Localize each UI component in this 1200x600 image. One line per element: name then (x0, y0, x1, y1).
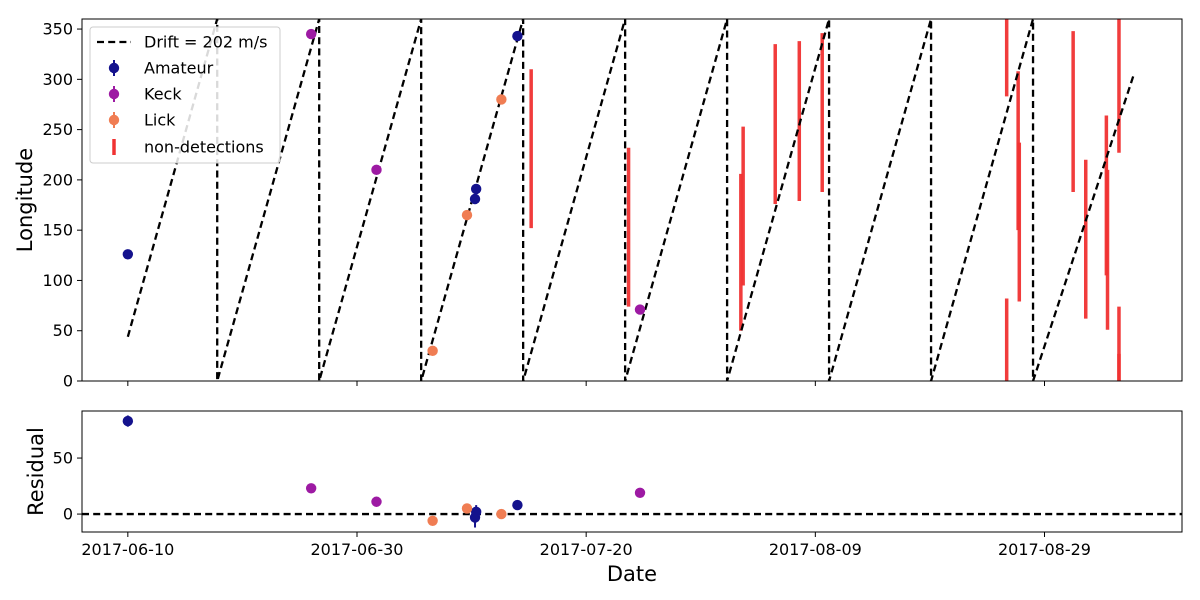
legend-keck-marker (108, 88, 120, 100)
bottom-lick-point (461, 503, 473, 514)
legend-lick-marker (108, 114, 120, 126)
legend-label: Lick (144, 111, 176, 130)
legend-label: non-detections (144, 138, 264, 157)
top-ytick-label: 300 (42, 70, 73, 89)
top-ytick-label: 0 (63, 372, 73, 391)
drift-line (126, 19, 1135, 381)
legend-amateur-marker (108, 62, 120, 74)
bottom-panel: 0 50 2017-06-10 2017-06-30 2017-07-20 2017-08… (24, 410, 1183, 586)
top-ytick-label: 350 (42, 20, 73, 39)
top-plot-area (122, 19, 1135, 381)
top-lick-point (496, 94, 507, 105)
bottom-ytick-label: 50 (53, 449, 73, 468)
x-axis-label: Date (607, 562, 657, 586)
legend-label: Drift = 202 m/s (144, 33, 267, 52)
bottom-plot-area (82, 415, 1182, 528)
bottom-xtick-label: 2017-06-10 (81, 540, 174, 559)
bottom-lick-point (496, 508, 507, 520)
legend-label: Keck (144, 85, 182, 104)
bottom-xtick-label: 2017-07-20 (540, 540, 633, 559)
top-amateur-point (470, 183, 482, 195)
top-axes-frame (81, 18, 1183, 382)
legend: Drift = 202 m/s Amateur Keck Lick non-detect… (89, 26, 281, 164)
bottom-amateur-point (512, 499, 523, 511)
bottom-keck-point (305, 483, 317, 494)
top-amateur-point (469, 193, 481, 205)
top-ytick-label: 200 (42, 170, 73, 189)
top-amateur-point (122, 249, 134, 260)
legend-label: Amateur (144, 59, 214, 78)
bottom-ytick-label: 0 (63, 505, 73, 524)
bottom-axes-frame (81, 410, 1183, 533)
top-lick-point (461, 209, 473, 221)
bottom-xtick-label: 2017-08-29 (998, 540, 1091, 559)
bottom-xtick-label: 2017-08-09 (769, 540, 862, 559)
top-y-axis-label: Longitude (13, 148, 37, 252)
bottom-keck-point (371, 496, 382, 507)
top-ytick-label: 250 (42, 120, 73, 139)
top-keck-point (634, 304, 646, 315)
bottom-amateur-point (122, 415, 134, 427)
bottom-amateur-point (470, 506, 482, 518)
top-keck-point (371, 164, 382, 176)
bottom-lick-point (427, 515, 438, 526)
top-ytick-label: 50 (53, 321, 73, 340)
bottom-y-axis-label: Residual (24, 427, 48, 516)
top-lick-point (427, 345, 438, 357)
bottom-keck-point (634, 487, 646, 498)
legend-box (89, 26, 281, 164)
top-amateur-point (512, 30, 523, 42)
bottom-ticks: 0 50 2017-06-10 2017-06-30 2017-07-20 2017-08… (53, 449, 1091, 559)
top-ytick-label: 100 (42, 271, 73, 290)
top-panel: 0 50 100 150 200 250 300 350 Longitude Drift = … (13, 18, 1183, 391)
legend-items: Drift = 202 m/s Amateur Keck Lick non-detect… (97, 33, 267, 157)
top-ticks: 0 50 100 150 200 250 300 350 (42, 20, 1045, 391)
bottom-xtick-label: 2017-06-30 (311, 540, 404, 559)
top-ytick-label: 150 (42, 221, 73, 240)
top-keck-point (305, 28, 317, 40)
